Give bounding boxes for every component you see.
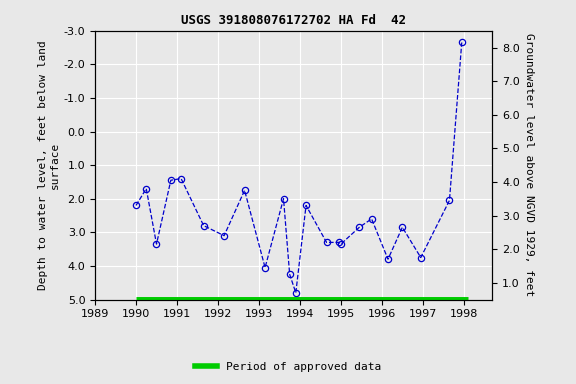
Y-axis label: Groundwater level above NGVD 1929, feet: Groundwater level above NGVD 1929, feet xyxy=(524,33,534,297)
Title: USGS 391808076172702 HA Fd  42: USGS 391808076172702 HA Fd 42 xyxy=(181,14,406,27)
Y-axis label: Depth to water level, feet below land
surface: Depth to water level, feet below land su… xyxy=(38,40,59,290)
Legend: Period of approved data: Period of approved data xyxy=(191,358,385,377)
